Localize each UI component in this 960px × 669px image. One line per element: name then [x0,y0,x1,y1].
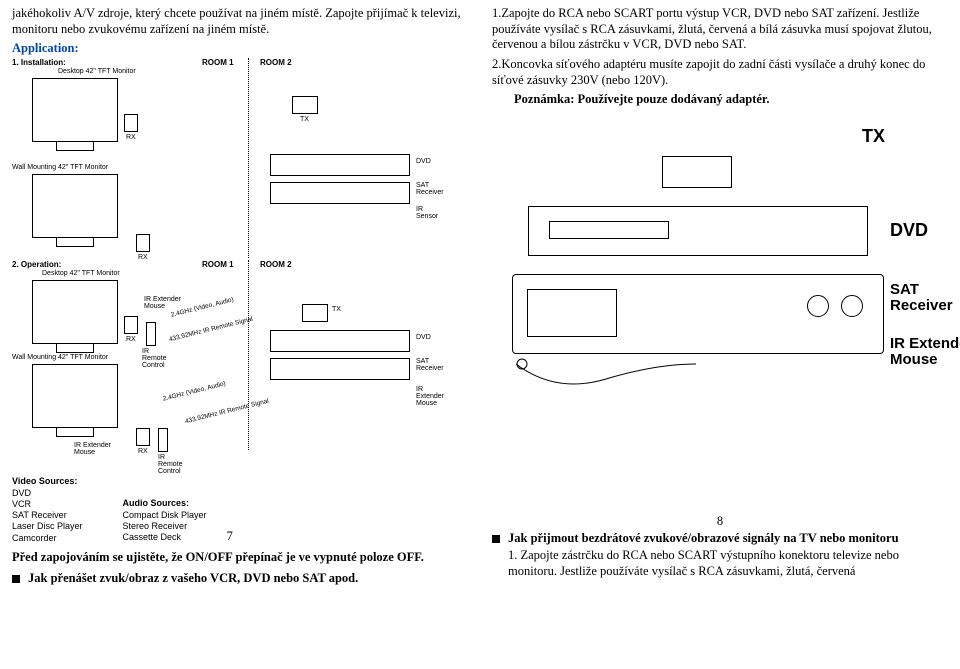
wall-monitor-label: Wall Mounting 42" TFT Monitor [12,164,108,171]
install-label: 1. Installation: [12,58,66,67]
page-number-right: 8 [492,514,948,529]
right-column: 1.Zapojte do RCA nebo SCART portu výstup… [480,0,960,669]
big-dvd-label: DVD [890,220,928,241]
room1-label-2: ROOM 1 [202,260,234,269]
dvd-deck [270,154,410,176]
room2-label-2: ROOM 2 [260,260,292,269]
left-column: jakéhokoliv A/V zdroje, který chcete pou… [0,0,480,669]
audio-sources-head: Audio Sources: [123,498,207,509]
operation-label: 2. Operation: [12,260,61,269]
rx-box-2 [136,234,150,252]
ir-remote-label-1: IR Remote Control [142,348,167,369]
application-label: Application: [12,41,468,56]
bullet-transfer-text: Jak přenášet zvuk/obraz z vašeho VCR, DV… [28,571,358,587]
ir-ext-mouse-small: IRExtenderMouse [416,386,444,407]
wall-monitor [32,174,118,238]
sig-av-2: 2.4GHz (Video, Audio) [162,381,226,403]
desktop-monitor-label-2: Desktop 42" TFT Monitor [42,270,120,277]
video-source-item: DVD [12,488,83,499]
room-divider-2 [248,260,249,450]
rx-box-4 [136,428,150,446]
sat-label: SAT Receiver [416,182,444,196]
sat-deck [270,182,410,204]
operation-diagram: 2. Operation: Desktop 42" TFT Monitor RO… [12,260,468,450]
tx-label-2: TX [332,306,341,313]
bullet-icon [12,575,20,583]
audio-sources: Audio Sources: Compact Disk Player Stere… [123,498,207,544]
ir-ext-mouse-label-2: IR Extender Mouse [74,442,111,456]
rx-box-1 [124,114,138,132]
sat-label-2: SAT Receiver [416,358,444,372]
big-tx-box [662,156,732,188]
bullet-receive: Jak přijmout bezdrátové zvukové/obrazové… [492,531,948,547]
big-tx-label: TX [862,126,885,147]
video-sources-head: Video Sources: [12,476,83,487]
rx-label-3: RX [126,336,136,343]
ir-wire-icon [516,354,716,404]
video-source-item: SAT Receiver [12,510,83,521]
desktop-monitor-2 [32,280,118,344]
room1-label: ROOM 1 [202,58,234,67]
big-sat-label: SAT Receiver [890,282,953,315]
intro-text: jakéhokoliv A/V zdroje, který chcete pou… [12,6,468,37]
audio-source-item: Stereo Receiver [123,521,207,532]
ir-remote-1 [146,322,156,346]
dvd-deck-2 [270,330,410,352]
video-source-item: Laser Disc Player [12,521,83,532]
video-source-item: VCR [12,499,83,510]
warning-text: Před zapojováním se ujistěte, že ON/OFF … [12,550,468,566]
right-p1: 1.Zapojte do RCA nebo SCART portu výstup… [492,6,948,53]
bullet-icon [492,535,500,543]
audio-source-item: Compact Disk Player [123,510,207,521]
installation-diagram: 1. Installation: Desktop 42" TFT Monitor… [12,58,468,258]
big-diagram: TX DVD SAT Receiver IR Extender Mouse [492,126,948,466]
audio-source-item: Cassette Deck [123,532,207,543]
rx-box-3 [124,316,138,334]
dvd-label-2: DVD [416,334,431,341]
rx-label-1: RX [126,134,136,141]
ir-sensor-label: IR Sensor [416,206,438,220]
ir-remote-label-2: IR Remote Control [158,454,183,475]
sig-ir-1: 433.92MHz IR Remote Signal [168,316,253,344]
big-dvd-deck [528,206,868,256]
tx-box [292,96,318,114]
wall-monitor-2 [32,364,118,428]
dvd-label: DVD [416,158,431,165]
ir-ext-mouse-label-1: IR Extender Mouse [144,296,181,310]
right-sub1: 1. Zapojte zástrčku do RCA nebo SCART vý… [492,548,948,579]
wall-monitor-label-2: Wall Mounting 42" TFT Monitor [12,354,108,361]
desktop-monitor [32,78,118,142]
page-number-left: 7 [227,529,233,544]
right-p2: 2.Koncovka síťového adaptéru musíte zapo… [492,57,948,88]
room-divider [248,58,249,258]
desktop-monitor-label: Desktop 42" TFT Monitor [58,68,136,75]
room2-label: ROOM 2 [260,58,292,67]
big-ir-ext-label: IR Extender Mouse [890,336,960,369]
sat-deck-2 [270,358,410,380]
ir-remote-2 [158,428,168,452]
video-source-item: Camcorder [12,533,83,544]
sources-block: Video Sources: DVD VCR SAT Receiver Lase… [12,476,468,544]
bullet-receive-text: Jak přijmout bezdrátové zvukové/obrazové… [508,531,899,547]
rx-label-4: RX [138,448,148,455]
tx-label: TX [300,116,309,123]
sig-ir-2: 433.92MHz IR Remote Signal [184,398,269,426]
tx-box-2 [302,304,328,322]
big-sat-deck [512,274,884,354]
bullet-transfer: Jak přenášet zvuk/obraz z vašeho VCR, DV… [12,571,468,587]
video-sources: Video Sources: DVD VCR SAT Receiver Lase… [12,476,83,544]
right-note: Poznámka: Používejte pouze dodávaný adap… [492,92,948,108]
